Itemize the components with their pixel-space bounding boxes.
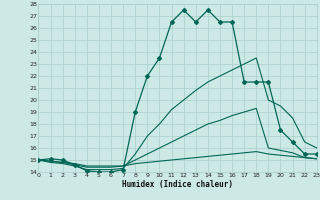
- X-axis label: Humidex (Indice chaleur): Humidex (Indice chaleur): [122, 180, 233, 189]
